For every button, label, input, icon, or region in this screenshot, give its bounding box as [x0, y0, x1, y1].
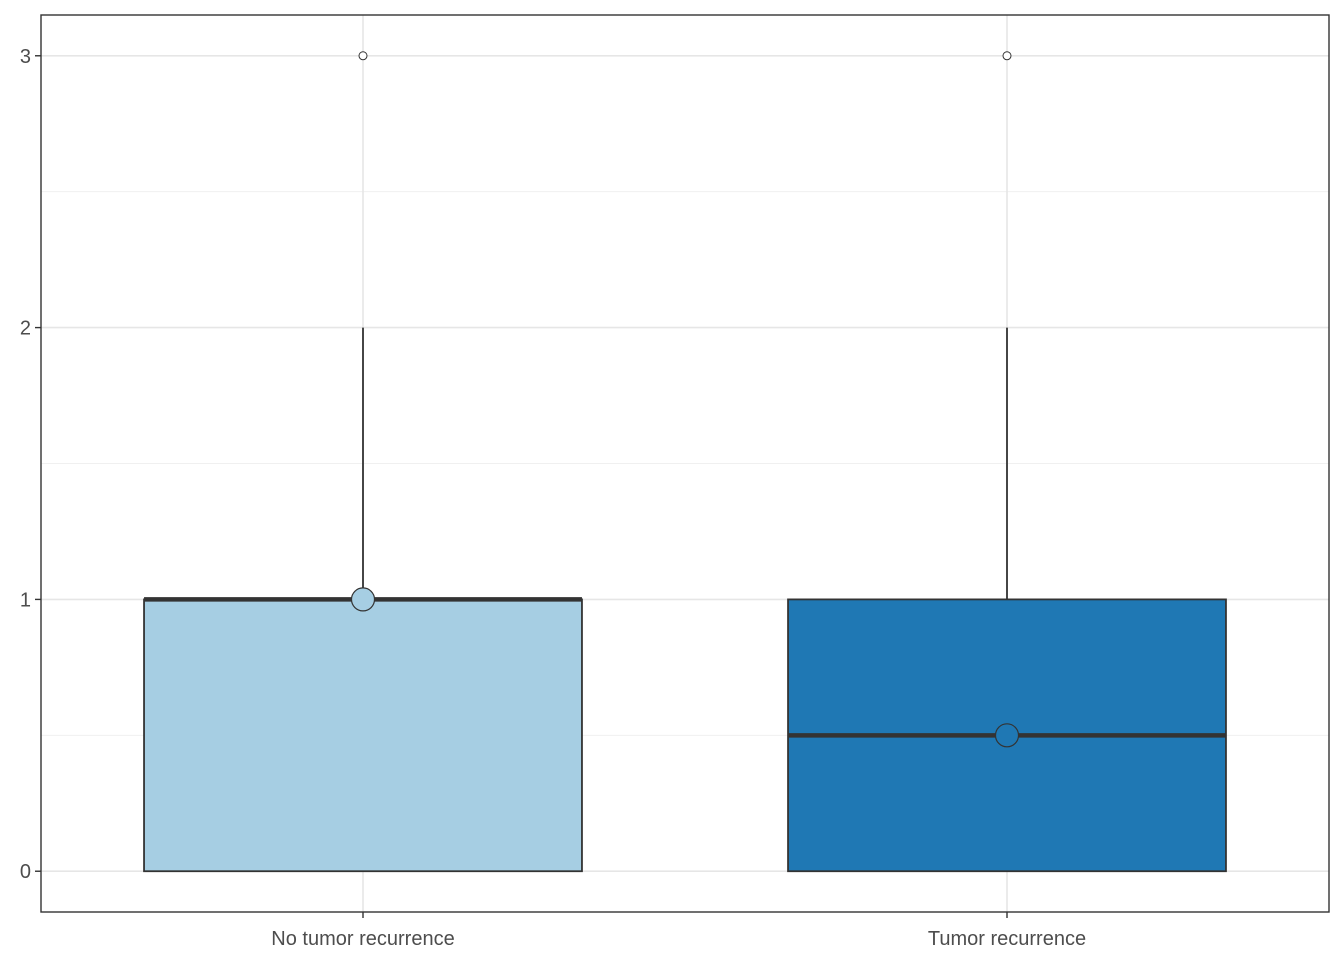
y-tick-label: 0 [20, 861, 31, 883]
box-group-2 [787, 51, 1227, 873]
mean-point [994, 723, 1020, 748]
x-tick-label: No tumor recurrence [271, 928, 454, 950]
box-iqr [143, 598, 583, 873]
y-tick-label: 3 [20, 46, 31, 68]
panel-border [40, 14, 1330, 913]
outlier-point [1002, 51, 1012, 61]
outlier-point [358, 51, 368, 61]
y-tick-label: 2 [20, 318, 31, 340]
y-tick-label: 1 [20, 589, 31, 611]
box-group-1 [143, 51, 583, 873]
boxes [143, 51, 1227, 873]
mean-point [350, 587, 376, 612]
axes: 0 1 2 3 No tumor recurrence Tumor recurrence [20, 46, 1086, 950]
x-tick-label: Tumor recurrence [928, 928, 1086, 950]
